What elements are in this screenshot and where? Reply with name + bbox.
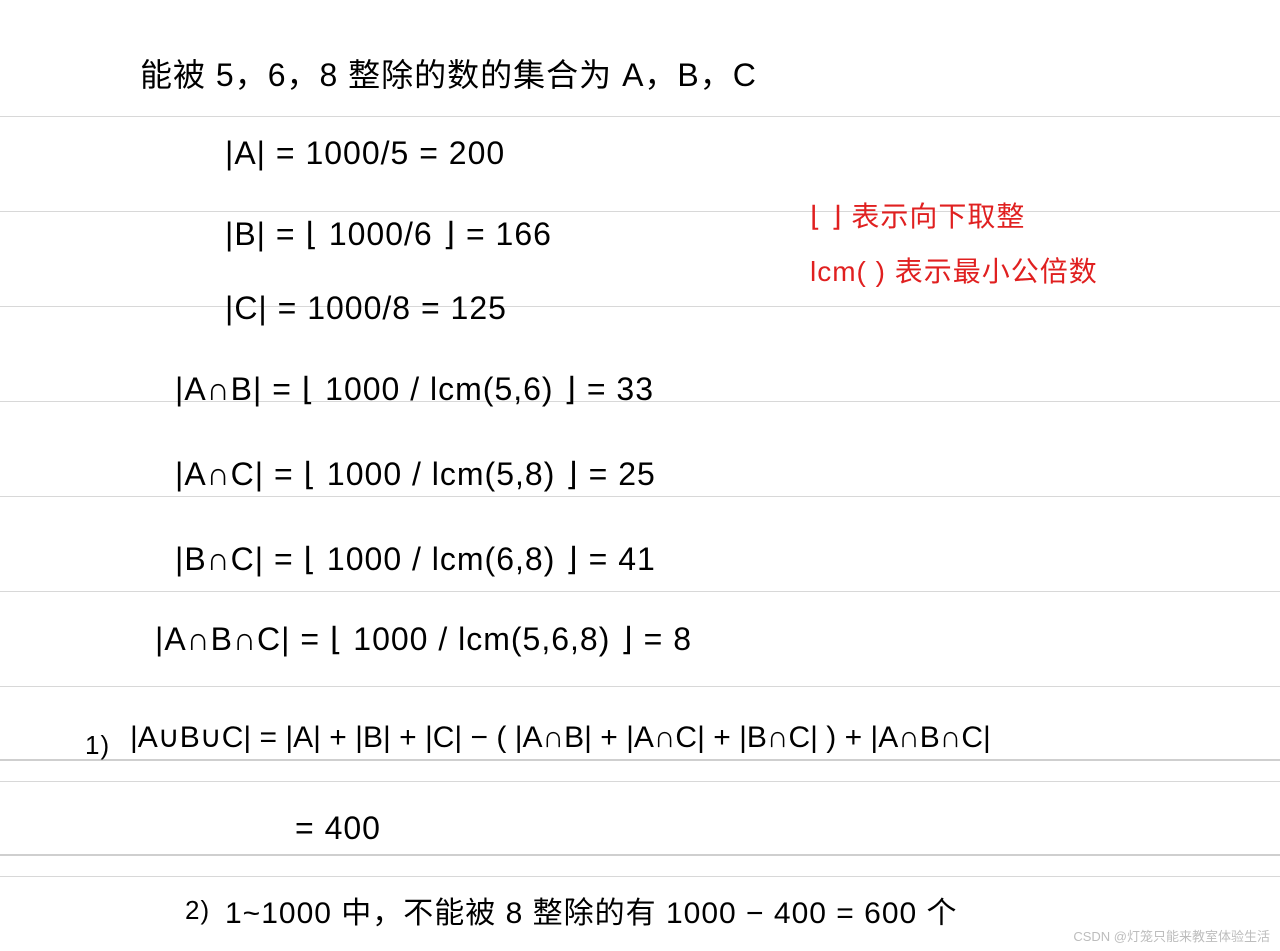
note-floor: ⌊ ⌋ 表示向下取整 (810, 195, 1025, 235)
eq-abc: |A∩B∩C| = ⌊ 1000 / lcm(5,6,8) ⌋ = 8 (155, 620, 692, 658)
q2-index: 2) (185, 895, 210, 926)
rule-line (0, 211, 1280, 212)
title-text: 能被 5，6，8 整除的数的集合为 A，B，C (140, 50, 757, 96)
note-lcm: lcm( ) 表示最小公倍数 (810, 250, 1098, 290)
eq-bc: |B∩C| = ⌊ 1000 / lcm(6,8) ⌋ = 41 (175, 540, 656, 578)
rule-line (0, 781, 1280, 782)
handwritten-page: 能被 5，6，8 整除的数的集合为 A，B，C |A| = 1000/5 = 2… (0, 0, 1280, 951)
rule-line (0, 876, 1280, 877)
q1-result: = 400 (295, 810, 381, 847)
rule-line (0, 686, 1280, 687)
eq-ab: |A∩B| = ⌊ 1000 / lcm(5,6) ⌋ = 33 (175, 370, 654, 408)
rule-line (0, 854, 1280, 856)
rule-line (0, 306, 1280, 307)
rule-line (0, 759, 1280, 761)
eq-ac: |A∩C| = ⌊ 1000 / lcm(5,8) ⌋ = 25 (175, 455, 656, 493)
eq-a: |A| = 1000/5 = 200 (225, 135, 505, 172)
q1-union-eq: |A∪B∪C| = |A| + |B| + |C| − ( |A∩B| + |A… (130, 720, 991, 755)
rule-line (0, 116, 1280, 117)
rule-line (0, 496, 1280, 497)
watermark-text: CSDN @灯笼只能来教室体验生活 (1073, 926, 1270, 945)
eq-c: |C| = 1000/8 = 125 (225, 290, 507, 327)
q2-text: 1~1000 中，不能被 8 整除的有 1000 − 400 = 600 个 (225, 888, 958, 932)
eq-b: |B| = ⌊ 1000/6 ⌋ = 166 (225, 215, 552, 253)
rule-line (0, 591, 1280, 592)
q1-index: 1) (85, 730, 110, 761)
